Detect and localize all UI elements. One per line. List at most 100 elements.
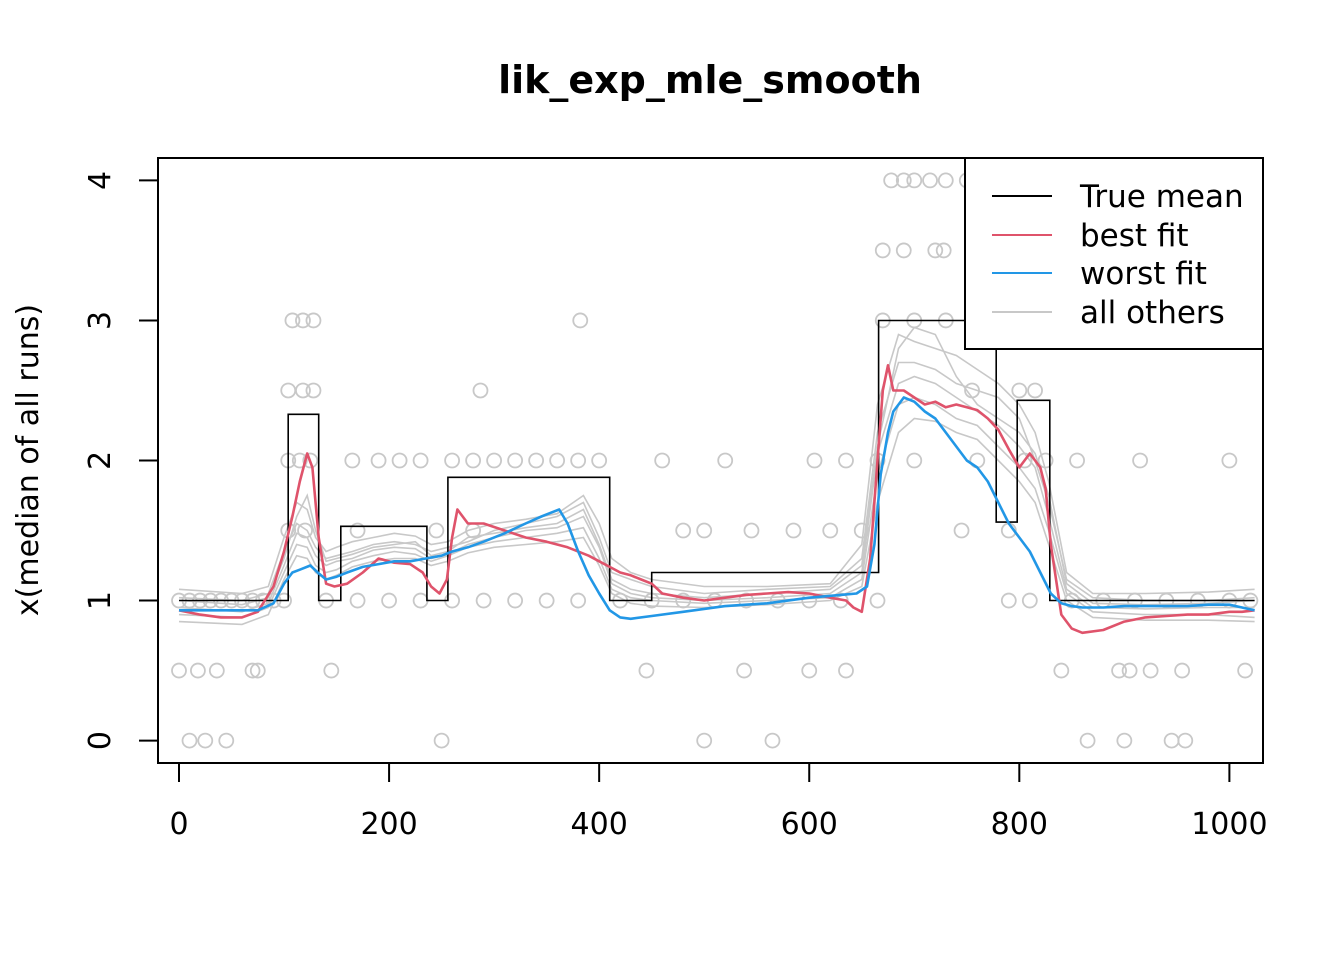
data-point (171, 662, 187, 679)
data-point (874, 242, 891, 259)
data-point (838, 662, 854, 679)
data-point (472, 382, 489, 399)
data-point (838, 452, 854, 469)
data-point (433, 732, 450, 749)
data-point (736, 662, 753, 679)
legend-label-worst-fit: worst fit (1080, 256, 1207, 292)
data-point (381, 592, 397, 609)
data-point (538, 592, 555, 609)
data-point (1000, 592, 1017, 609)
other-run-line (178, 333, 1255, 595)
data-point (922, 172, 938, 189)
other-runs-lines (178, 326, 1255, 626)
data-point (218, 732, 235, 749)
data-point (906, 452, 923, 469)
data-point (507, 452, 524, 469)
data-point (764, 732, 781, 749)
legend-label-best-fit: best fit (1080, 218, 1189, 254)
data-point (696, 732, 713, 749)
y-axis-label: x(median of all runs) (11, 304, 46, 616)
data-point (305, 312, 322, 329)
data-point (1121, 662, 1138, 679)
data-point (297, 522, 313, 539)
y-axis: 0 1 2 3 4 (83, 171, 159, 750)
data-point (895, 172, 912, 189)
data-point (1116, 732, 1133, 749)
data-point (1142, 662, 1159, 679)
data-point (1174, 662, 1191, 679)
data-point (1221, 452, 1238, 469)
data-point (181, 732, 198, 749)
data-point (801, 662, 818, 679)
data-point (302, 452, 319, 469)
data-point (1177, 732, 1194, 749)
x-tick-label: 600 (781, 807, 838, 842)
data-point (675, 522, 692, 539)
x-tick-label: 800 (991, 807, 1048, 842)
data-point (370, 452, 387, 469)
y-tick-label: 2 (83, 451, 118, 470)
data-point (295, 312, 311, 329)
data-point (190, 662, 206, 679)
data-point (323, 662, 340, 679)
x-tick-label: 400 (571, 807, 628, 842)
data-point (412, 452, 429, 469)
legend-label-all-others: all others (1080, 295, 1225, 331)
data-point (822, 522, 839, 539)
legend: True mean best fit worst fit all others (964, 157, 1264, 350)
y-tick-label: 3 (83, 311, 118, 330)
x-tick-label: 0 (169, 807, 188, 842)
data-point (1011, 382, 1028, 399)
data-point (465, 452, 482, 469)
data-point (883, 172, 900, 189)
data-point (305, 382, 322, 399)
data-point (591, 452, 608, 469)
data-point (244, 662, 261, 679)
data-point (391, 452, 408, 469)
data-point (953, 522, 970, 539)
data-point (280, 382, 297, 399)
best-fit-line (178, 364, 1255, 635)
data-point (249, 662, 266, 679)
data-point (806, 452, 823, 469)
legend-label-true-mean: True mean (1079, 179, 1244, 215)
chart-title: lik_exp_mle_smooth (498, 58, 922, 102)
data-point (1163, 732, 1180, 749)
data-point (295, 382, 311, 399)
data-point (696, 522, 713, 539)
data-point (208, 662, 225, 679)
data-point (1053, 662, 1070, 679)
data-point (1027, 382, 1043, 399)
data-point (570, 592, 587, 609)
data-point (927, 242, 944, 259)
data-point (1021, 592, 1038, 609)
data-point (291, 452, 308, 469)
y-tick-label: 1 (83, 591, 118, 610)
data-point (906, 172, 923, 189)
y-tick-label: 0 (83, 731, 118, 750)
data-point (507, 592, 524, 609)
data-point (344, 452, 361, 469)
data-point (638, 662, 655, 679)
data-point (444, 452, 461, 469)
data-point (1079, 732, 1096, 749)
data-point (717, 452, 734, 469)
data-point (895, 242, 912, 259)
x-tick-label: 200 (360, 807, 417, 842)
data-point (197, 732, 214, 749)
data-point (428, 522, 445, 539)
legend-box (964, 157, 1264, 350)
data-point (1069, 452, 1085, 469)
data-point (869, 592, 886, 609)
data-point (284, 312, 301, 329)
data-point (349, 522, 366, 539)
other-run-line (178, 326, 1255, 606)
other-run-line (178, 361, 1255, 602)
data-point (349, 592, 366, 609)
data-point (549, 452, 566, 469)
data-point (412, 592, 429, 609)
data-point (572, 312, 589, 329)
data-point (1132, 452, 1149, 469)
data-point (937, 172, 954, 189)
